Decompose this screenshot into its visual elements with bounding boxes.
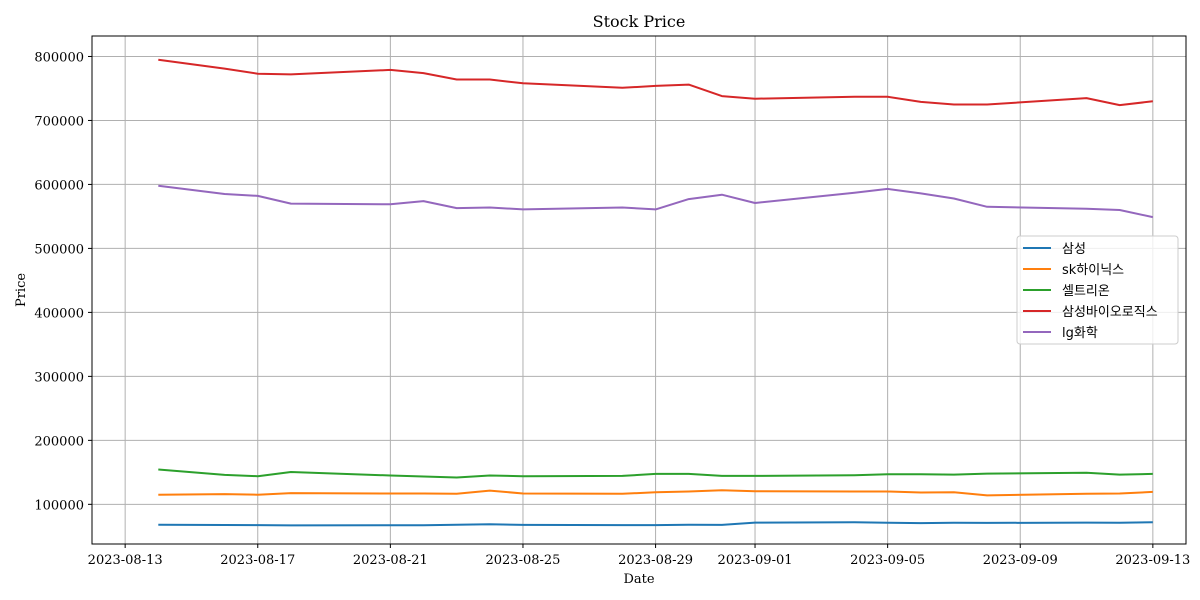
- legend-label: 삼성바이오로직스: [1062, 305, 1158, 320]
- x-tick-label: 2023-08-17: [220, 553, 295, 568]
- legend-label: lg화학: [1062, 326, 1098, 341]
- x-tick-label: 2023-08-25: [485, 553, 560, 568]
- series-lines: [158, 58, 1154, 527]
- y-tick-label: 300000: [34, 370, 84, 385]
- x-axis-title: Date: [623, 572, 654, 587]
- y-tick-label: 100000: [34, 498, 84, 513]
- legend-label: 삼성: [1062, 242, 1086, 257]
- plot-frame: [91, 35, 1187, 545]
- grid: [92, 36, 1186, 544]
- series-line-3: [158, 58, 1153, 107]
- series-line-0: [158, 521, 1153, 527]
- y-tick-label: 200000: [34, 434, 84, 449]
- x-tick-label: 2023-08-21: [353, 553, 428, 568]
- y-tick-label: 700000: [34, 114, 84, 129]
- series-line-4: [158, 184, 1154, 219]
- y-tick-label: 600000: [34, 178, 84, 193]
- legend-label: sk하이닉스: [1062, 263, 1124, 278]
- y-tick-label: 500000: [34, 242, 84, 257]
- chart-title: Stock Price: [593, 12, 686, 31]
- y-axis-title: Price: [14, 273, 29, 307]
- y-axis-ticks: 100000 200000 300000 400000 500000 600000 7000…: [34, 50, 92, 513]
- x-tick-label: 2023-09-13: [1115, 553, 1190, 568]
- legend-box: [1016, 235, 1179, 345]
- x-tick-label: 2023-09-09: [983, 553, 1058, 568]
- y-tick-label: 800000: [34, 50, 84, 65]
- x-tick-label: 2023-09-05: [850, 553, 925, 568]
- x-tick-label: 2023-08-29: [618, 553, 693, 568]
- y-tick-label: 400000: [34, 306, 84, 321]
- x-tick-label: 2023-09-01: [718, 553, 793, 568]
- x-tick-label: 2023-08-13: [88, 553, 163, 568]
- x-axis-ticks: 2023-08-13 2023-08-17 2023-08-21 2023-08-25…: [88, 544, 1190, 568]
- series-line-1: [158, 489, 1153, 497]
- legend-label: 셀트리온: [1062, 284, 1110, 299]
- series-line-2: [158, 468, 1153, 479]
